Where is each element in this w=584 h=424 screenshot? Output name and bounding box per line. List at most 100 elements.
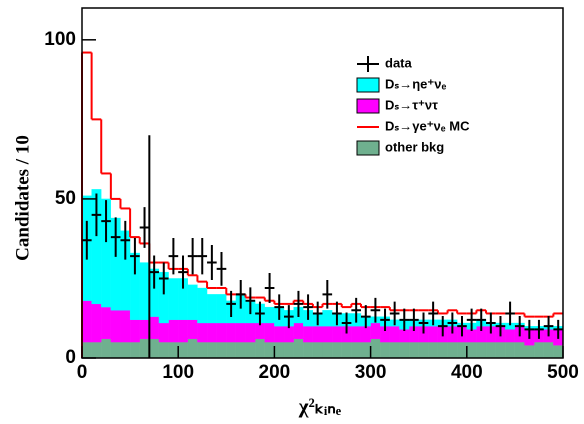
data-point: [399, 308, 410, 331]
data-point: [101, 200, 111, 243]
histogram-bar: [206, 341, 217, 359]
histogram-bar: [303, 341, 314, 359]
histogram-bar: [216, 341, 227, 359]
histogram-bar: [437, 341, 448, 359]
data-point: [389, 301, 400, 326]
histogram-bar: [149, 316, 160, 340]
histogram-bar: [312, 341, 323, 359]
histogram-bar: [466, 341, 477, 359]
data-point: [91, 193, 102, 237]
histogram-bar: [457, 341, 467, 359]
histogram-bar: [197, 322, 208, 343]
data-point: [207, 245, 217, 281]
data-point: [332, 301, 342, 326]
histogram-bar: [322, 341, 333, 359]
data-point: [476, 308, 487, 331]
data-point: [82, 220, 92, 260]
histogram-bar: [274, 326, 285, 343]
histogram-bar: [341, 341, 352, 359]
data-point: [168, 238, 179, 275]
histogram-bar: [303, 326, 314, 343]
histogram-bar: [495, 341, 506, 359]
histogram-bar: [533, 341, 544, 359]
histogram-bar: [81, 300, 92, 343]
histogram-bar: [399, 329, 410, 343]
histogram-bar: [91, 341, 102, 359]
histogram-bar: [389, 326, 400, 343]
data-point: [130, 238, 140, 275]
legend-label: Dₛ→ηe⁺νₑ: [385, 76, 447, 91]
data-point: [466, 308, 477, 331]
data-point: [524, 319, 535, 339]
y-tick-label: 100: [44, 29, 76, 50]
histogram-bar: [197, 287, 208, 324]
data-point: [505, 301, 515, 326]
data-point: [553, 319, 563, 339]
data-point: [197, 238, 208, 275]
data-point: [178, 255, 188, 289]
histogram-bar: [283, 341, 294, 359]
histogram-bar: [235, 341, 246, 359]
histogram-bar: [293, 322, 304, 340]
histogram-bar: [331, 326, 342, 343]
legend-swatch: [357, 56, 379, 72]
x-tick-label: 300: [355, 362, 387, 383]
histogram-bar: [245, 341, 256, 359]
histogram-bar: [264, 322, 275, 343]
data-point: [457, 316, 467, 337]
histogram-bar: [293, 338, 304, 359]
histogram-bar: [428, 341, 439, 359]
histogram-bar: [139, 319, 150, 340]
histogram-bar: [101, 338, 112, 359]
histogram-bar: [101, 306, 112, 340]
data-point: [380, 308, 390, 331]
histogram-bar: [226, 341, 237, 359]
data-point: [226, 290, 236, 317]
histogram-bar: [168, 341, 179, 359]
histogram-bar: [129, 319, 140, 343]
histogram-bar: [264, 306, 275, 324]
histogram-bar: [245, 322, 256, 343]
histogram-bar: [418, 341, 429, 359]
histogram-bar: [129, 341, 140, 359]
histogram-bar: [370, 322, 381, 340]
histogram-bar: [351, 326, 362, 343]
x-tick-label: 0: [77, 362, 88, 383]
histogram-bar: [120, 310, 131, 343]
data-point: [158, 262, 169, 295]
histogram-bar: [187, 338, 198, 359]
histogram-bar: [255, 338, 265, 359]
histogram-bar: [178, 341, 188, 359]
histogram-bar: [235, 322, 246, 343]
histogram-bar: [476, 341, 487, 359]
data-point: [447, 312, 458, 334]
histogram-bar: [466, 329, 477, 343]
data-point: [428, 301, 438, 326]
data-point: [187, 238, 198, 275]
histogram-bar: [139, 338, 150, 359]
data-point: [274, 294, 285, 320]
data-point: [514, 316, 525, 337]
histogram-bar: [110, 341, 121, 359]
histogram-bar: [505, 329, 516, 343]
data-point: [264, 273, 275, 303]
histogram-bar: [408, 341, 419, 359]
data-point: [486, 312, 496, 334]
histogram-bar: [274, 341, 285, 359]
histogram-bar: [399, 341, 410, 359]
legend-swatch: [356, 77, 380, 93]
histogram-bar: [447, 341, 458, 359]
legend-label: Dₛ→τ⁺ντ: [385, 97, 438, 112]
data-point: [418, 312, 429, 334]
histogram-bar: [168, 319, 179, 343]
data-point: [255, 301, 265, 326]
data-point: [235, 280, 246, 309]
histogram-bar: [216, 322, 227, 343]
histogram-bar: [370, 338, 381, 359]
histogram-bar: [197, 341, 208, 359]
histogram-bar: [120, 341, 131, 359]
data-point: [370, 297, 381, 323]
data-point: [149, 255, 159, 289]
data-point: [437, 316, 448, 337]
histogram-bar: [226, 322, 237, 343]
